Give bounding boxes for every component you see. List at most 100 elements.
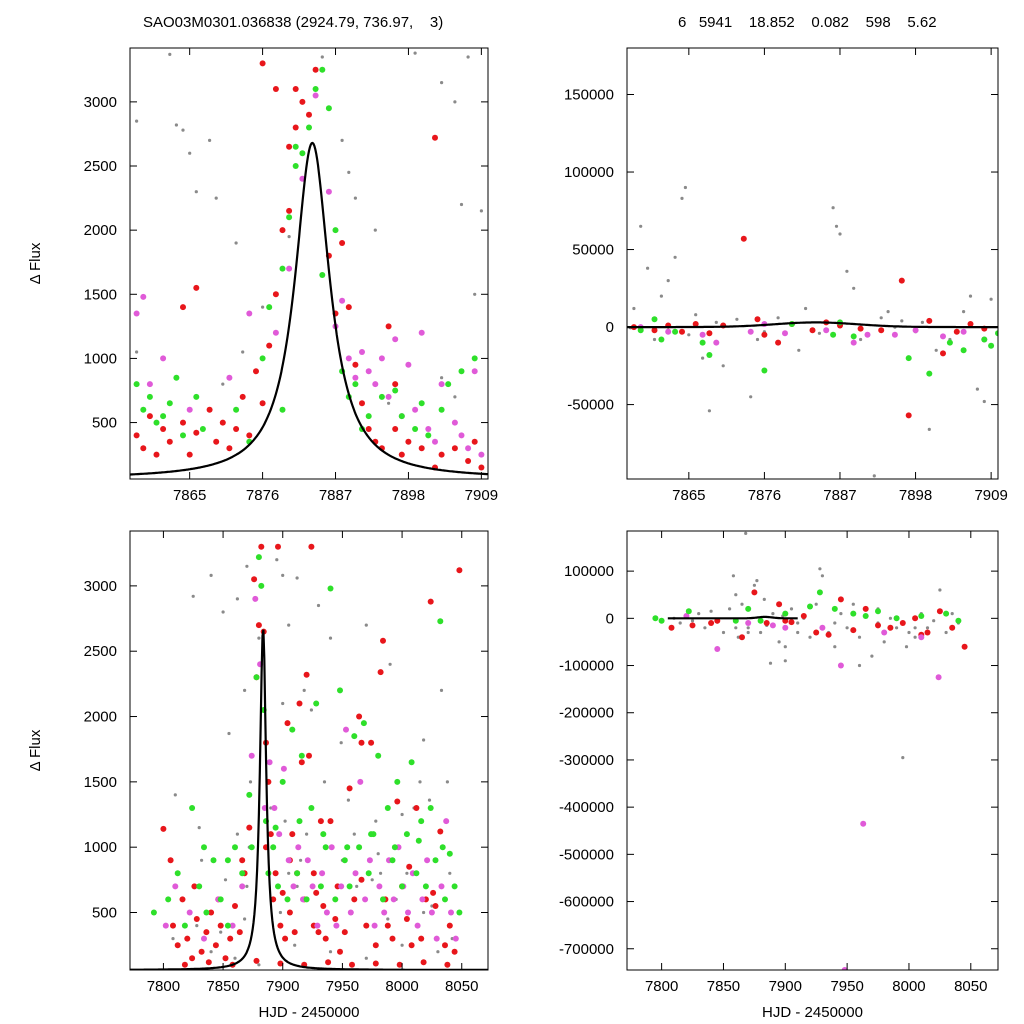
green-point [325, 105, 332, 112]
red-point [313, 889, 320, 896]
red-point [432, 903, 439, 909]
green-point [384, 805, 391, 811]
magenta-point [325, 188, 332, 195]
grey-point [920, 320, 925, 324]
red-point [372, 960, 379, 967]
green-point [292, 163, 299, 169]
green-point [258, 582, 265, 589]
red-point [912, 615, 919, 622]
grey-point [188, 151, 192, 155]
grey-point [927, 427, 931, 431]
grey-point [839, 612, 843, 616]
x-tick-label: 8050 [445, 978, 478, 995]
red-point [936, 608, 943, 615]
grey-point [168, 52, 172, 57]
red-point [239, 857, 246, 864]
magenta-point [747, 328, 754, 335]
plot-frame [129, 47, 489, 480]
red-point [813, 629, 820, 636]
magenta-point [352, 374, 359, 381]
model-curve [130, 141, 488, 476]
grey-point [261, 305, 265, 309]
red-point [303, 671, 310, 678]
grey-point [257, 636, 261, 640]
data-points [133, 51, 485, 471]
grey-point [400, 812, 404, 817]
red-point [689, 622, 696, 629]
y-tick-label: 2000 [84, 709, 117, 726]
magenta-point [438, 381, 445, 388]
y-axis-label: Δ Flux [27, 242, 44, 284]
grey-point [879, 316, 883, 320]
red-point [232, 903, 238, 909]
grey-point [632, 306, 636, 311]
magenta-point [405, 361, 412, 368]
y-tick-label: -200000 [559, 705, 614, 722]
green-point [960, 347, 967, 354]
y-tick-label: -50000 [567, 397, 614, 414]
magenta-point [366, 857, 373, 864]
grey-point [968, 294, 973, 298]
red-point [809, 327, 816, 334]
x-tick-label: 8050 [954, 978, 987, 995]
green-point [391, 844, 398, 851]
magenta-point [312, 92, 319, 99]
green-point [955, 617, 962, 624]
grey-point [135, 350, 139, 354]
grey-point [938, 588, 942, 592]
green-point [286, 214, 293, 221]
green-point [807, 603, 813, 610]
red-point [413, 805, 420, 811]
grey-point [281, 573, 285, 578]
green-point [199, 426, 206, 432]
red-point [212, 942, 219, 949]
red-point [857, 325, 864, 332]
green-point [652, 615, 659, 622]
grey-point [950, 612, 954, 616]
magenta-point [478, 451, 485, 458]
green-point [926, 370, 933, 377]
magenta-point [357, 778, 364, 785]
red-point [394, 798, 401, 805]
red-point [166, 438, 173, 445]
magenta-point [286, 265, 293, 272]
red-point [160, 426, 167, 432]
grey-point [283, 819, 287, 823]
red-point [286, 143, 293, 150]
red-point [306, 111, 312, 118]
grey-point [209, 573, 213, 578]
grey-point [707, 409, 712, 413]
green-point [337, 687, 343, 694]
magenta-point [239, 883, 246, 890]
grey-point [932, 619, 936, 623]
grey-point [776, 316, 780, 320]
green-point [270, 844, 277, 851]
green-point [312, 86, 319, 92]
grey-point [859, 337, 863, 342]
red-point [825, 631, 832, 638]
grey-point [374, 819, 378, 823]
red-point [800, 613, 807, 619]
red-point [322, 935, 329, 942]
green-point [850, 333, 857, 340]
red-point [286, 909, 293, 916]
grey-point [845, 626, 849, 630]
red-point [471, 438, 478, 445]
red-point [327, 818, 334, 825]
y-tick-label: 1000 [84, 839, 117, 856]
grey-point [422, 910, 426, 915]
grey-point [302, 688, 306, 693]
red-point [751, 589, 758, 596]
green-point [165, 896, 172, 903]
grey-point [453, 395, 457, 399]
green-point [294, 870, 301, 877]
red-point [292, 86, 299, 92]
grey-point [870, 654, 874, 658]
green-point [368, 831, 375, 838]
red-point [761, 331, 768, 338]
green-point [365, 870, 372, 877]
magenta-point [451, 419, 458, 426]
red-point [850, 627, 857, 634]
y-tick-label: 3000 [84, 578, 117, 595]
green-point [418, 400, 425, 407]
